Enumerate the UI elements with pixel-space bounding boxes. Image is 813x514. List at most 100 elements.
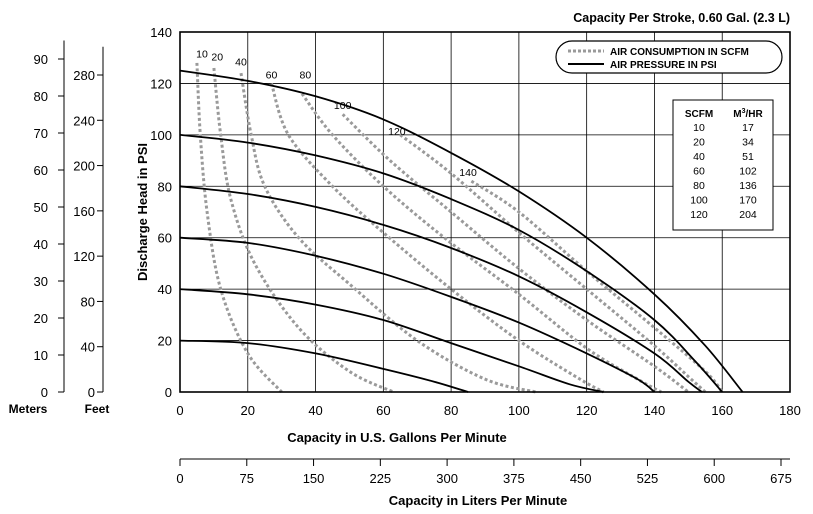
meters-tick-label: 60: [34, 163, 48, 178]
y-tick-label: 100: [150, 128, 172, 143]
air-consumption-curves: [195, 62, 724, 394]
feet-tick-label: 160: [73, 204, 95, 219]
y-tick-label: 120: [150, 76, 172, 91]
liters-tick-label: 0: [176, 471, 183, 486]
liters-axis-label: Capacity in Liters Per Minute: [389, 493, 567, 508]
air-pressure-curve-1: [179, 288, 604, 393]
feet-axis: 0 40 80 120 160 200 240 280: [73, 46, 104, 400]
meters-tick-label: 10: [34, 348, 48, 363]
air-pressure-curve-2: [179, 236, 655, 393]
air-consumption-curve-10: [195, 62, 283, 394]
x-tick-label: 160: [711, 403, 733, 418]
y-tick-label: 60: [158, 231, 172, 246]
x-tick-label: 20: [241, 403, 255, 418]
air-consumption-curve-60: [270, 82, 605, 394]
air-curve-label-40: 40: [235, 56, 247, 68]
air-consumption-curve-120: [399, 133, 707, 394]
air-curve-label-140: 140: [459, 167, 477, 179]
air-pressure-curves: [179, 69, 744, 393]
air-consumption-curve-20: [212, 67, 395, 394]
feet-tick-label: 120: [73, 249, 95, 264]
x-tick-label: 40: [308, 403, 322, 418]
x-tick-label: 180: [779, 403, 801, 418]
feet-tick-label: 240: [73, 113, 95, 128]
table-cell-scfm: 80: [693, 180, 705, 192]
air-curve-label-20: 20: [211, 51, 223, 63]
meters-tick-label: 50: [34, 200, 48, 215]
liters-tick-label: 450: [570, 471, 592, 486]
x-tick-label: 120: [576, 403, 598, 418]
air-curve-label-80: 80: [300, 69, 312, 81]
air-curve-label-100: 100: [334, 100, 352, 112]
x-axis-label: Capacity in U.S. Gallons Per Minute: [287, 430, 507, 445]
y-axis-psi: 0 20 40 60 80 100 120 140: [150, 25, 172, 400]
y-tick-label: 20: [158, 334, 172, 349]
y-tick-label: 80: [158, 179, 172, 194]
table-cell-m3hr: 51: [742, 151, 754, 163]
meters-tick-label: 40: [34, 237, 48, 252]
table-cell-m3hr: 102: [739, 166, 757, 178]
air-consumption-labels: 10 20 40 60 80 100 120 140: [196, 49, 477, 179]
air-consumption-curve-100: [341, 113, 690, 394]
y-tick-label: 40: [158, 282, 172, 297]
y-tick-label: 140: [150, 25, 172, 40]
table-cell-scfm: 20: [693, 137, 705, 149]
air-pressure-curve-4: [179, 134, 723, 393]
feet-axis-label: Feet: [85, 402, 110, 416]
conversion-table-rows: 10 17 20 34 40 51 60 102 80 136 100 170 120 204: [690, 122, 757, 221]
table-header-scfm: SCFM: [685, 109, 713, 120]
table-cell-m3hr: 204: [739, 209, 757, 221]
x-tick-label: 100: [508, 403, 530, 418]
air-pressure-curve-3: [179, 185, 703, 393]
x-tick-label: 80: [444, 403, 458, 418]
meters-tick-label: 80: [34, 89, 48, 104]
meters-tick-label: 0: [41, 385, 48, 400]
liters-tick-label: 225: [369, 471, 391, 486]
table-cell-m3hr: 34: [742, 137, 754, 149]
table-cell-scfm: 120: [690, 209, 708, 221]
plot-frame: [179, 31, 791, 393]
meters-axis-label: Meters: [9, 402, 48, 416]
legend: AIR CONSUMPTION IN SCFM AIR PRESSURE IN …: [555, 40, 783, 74]
table-cell-scfm: 100: [690, 195, 708, 207]
table-cell-scfm: 10: [693, 122, 705, 134]
conversion-table-box: [672, 99, 774, 231]
legend-label-air-pressure: AIR PRESSURE IN PSI: [610, 60, 717, 71]
liters-tick-label: 375: [503, 471, 525, 486]
legend-box: [555, 40, 783, 74]
liters-tick-label: 150: [303, 471, 325, 486]
liters-axis: 0 75 150 225 300 375 450 525 600 675: [176, 458, 792, 486]
meters-tick-label: 20: [34, 311, 48, 326]
y-tick-label: 0: [165, 385, 172, 400]
table-cell-m3hr: 170: [739, 195, 757, 207]
feet-tick-label: 280: [73, 68, 95, 83]
legend-label-air-consumption: AIR CONSUMPTION IN SCFM: [610, 47, 749, 58]
air-curve-label-120: 120: [388, 126, 406, 138]
meters-tick-label: 70: [34, 126, 48, 141]
meters-tick-label: 30: [34, 274, 48, 289]
air-curve-label-60: 60: [266, 69, 278, 81]
x-tick-label: 140: [644, 403, 666, 418]
x-tick-label: 0: [176, 403, 183, 418]
meters-axis: 0 10 20 30 40 50 60 70 80 90: [34, 40, 65, 400]
air-pressure-curve-5: [179, 69, 744, 393]
feet-tick-label: 80: [81, 294, 95, 309]
table-cell-scfm: 40: [693, 151, 705, 163]
feet-tick-label: 200: [73, 159, 95, 174]
table-cell-m3hr: 136: [739, 180, 757, 192]
table-header-m3hr: M3/HR: [733, 108, 763, 120]
table-cell-scfm: 60: [693, 166, 705, 178]
air-consumption-curve-140: [470, 179, 724, 393]
air-curve-label-10: 10: [196, 49, 208, 61]
liters-tick-label: 600: [703, 471, 725, 486]
feet-tick-label: 40: [81, 340, 95, 355]
liters-tick-label: 300: [436, 471, 458, 486]
feet-tick-label: 0: [88, 385, 95, 400]
liters-tick-label: 525: [637, 471, 659, 486]
chart-title: Capacity Per Stroke, 0.60 Gal. (2.3 L): [573, 11, 790, 25]
liters-tick-label: 675: [770, 471, 792, 486]
meters-tick-label: 90: [34, 52, 48, 67]
air-consumption-curve-80: [300, 92, 662, 394]
liters-tick-label: 75: [240, 471, 254, 486]
